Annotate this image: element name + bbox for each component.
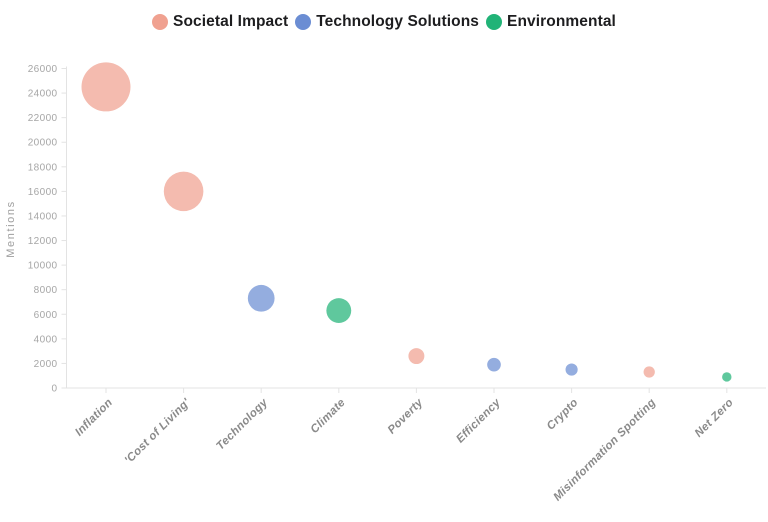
bubble-inflation[interactable] bbox=[81, 62, 131, 112]
legend-swatch-icon bbox=[295, 14, 312, 30]
bubble-efficiency[interactable] bbox=[487, 357, 501, 372]
legend: Societal Impact Technology Solutions Envir… bbox=[0, 13, 768, 31]
x-tick-label-net-zero: Net Zero bbox=[693, 397, 736, 440]
bubble-net-zero[interactable] bbox=[722, 372, 732, 382]
x-tick-label-poverty: Poverty bbox=[386, 396, 426, 436]
bubble-poverty[interactable] bbox=[408, 348, 425, 365]
x-tick-label-technology: Technology bbox=[214, 396, 270, 452]
legend-item-societal-impact[interactable]: Societal Impact bbox=[152, 13, 288, 31]
y-tick-label: 18000 bbox=[28, 162, 58, 173]
y-tick-label: 8000 bbox=[34, 285, 58, 296]
y-tick-label: 16000 bbox=[28, 187, 58, 198]
y-tick-label: 12000 bbox=[28, 236, 58, 247]
y-tick-label: 24000 bbox=[28, 89, 58, 100]
legend-item-technology-solutions[interactable]: Technology Solutions bbox=[295, 13, 479, 31]
y-tick-label: 20000 bbox=[28, 138, 58, 149]
legend-swatch-icon bbox=[486, 14, 502, 30]
y-tick-label: 10000 bbox=[28, 261, 58, 272]
legend-item-label: Societal Impact bbox=[173, 13, 289, 30]
legend-item-label: Technology Solutions bbox=[316, 13, 479, 30]
y-tick-label: 22000 bbox=[28, 113, 58, 124]
x-tick-label-efficiency: Efficiency bbox=[454, 396, 503, 445]
y-tick-label: 6000 bbox=[34, 310, 58, 321]
bubble-misinformation-spotting[interactable] bbox=[643, 366, 655, 378]
y-tick-label: 4000 bbox=[34, 334, 58, 345]
x-tick-label-inflation: Inflation bbox=[73, 397, 115, 439]
bubble-climate[interactable] bbox=[326, 298, 352, 324]
y-tick-label: 14000 bbox=[28, 211, 58, 222]
legend-item-label: Environmental bbox=[507, 13, 616, 30]
y-tick-label: 26000 bbox=[28, 64, 58, 75]
x-tick-label-climate: Climate bbox=[309, 396, 349, 436]
legend-item-environmental[interactable]: Environmental bbox=[486, 13, 616, 31]
legend-swatch-icon bbox=[152, 14, 169, 30]
bubble-technology[interactable] bbox=[247, 284, 275, 312]
bubble-crypto[interactable] bbox=[565, 363, 578, 376]
y-axis-title: Mentions bbox=[5, 200, 17, 257]
x-tick-label-cost-of-living: 'Cost of Living' bbox=[123, 396, 194, 467]
x-tick-label-crypto: Crypto bbox=[545, 397, 581, 433]
bubble-cost-of-living[interactable] bbox=[163, 171, 204, 212]
y-tick-label: 0 bbox=[52, 384, 58, 395]
y-tick-label: 2000 bbox=[34, 359, 58, 370]
